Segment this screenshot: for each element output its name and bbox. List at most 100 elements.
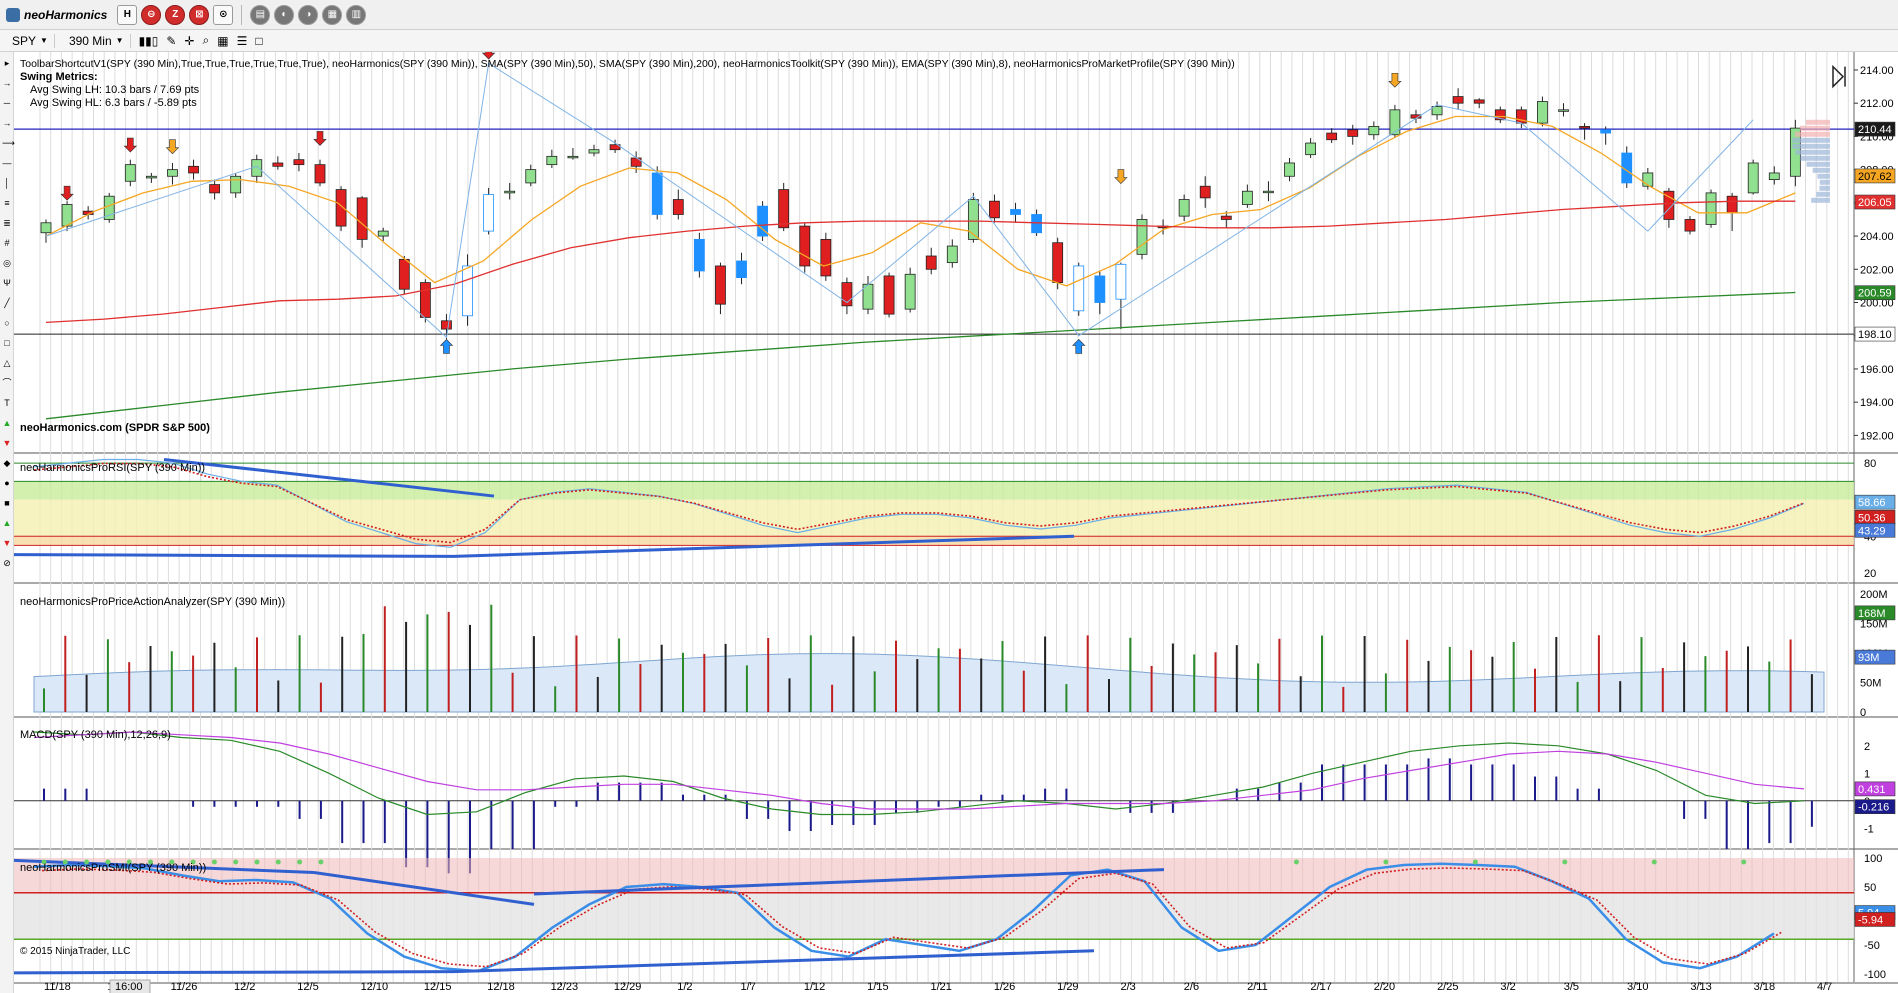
instrument-selector[interactable]: SPY ▼	[6, 33, 55, 48]
macd-signal-badge	[1854, 781, 1896, 797]
toggle-button[interactable]: ⊙	[213, 4, 234, 25]
magnify-icon[interactable]: ⌕	[202, 33, 210, 47]
horizontal-line-icon[interactable]: —	[2, 158, 12, 168]
fib-icon[interactable]: ≣	[3, 218, 11, 228]
interval-selector[interactable]: 390 Min ▼	[63, 33, 131, 48]
profile-button[interactable]: ◐	[274, 4, 295, 25]
candle-up	[1136, 219, 1148, 255]
candle-down	[672, 199, 684, 215]
candle-up	[1241, 190, 1253, 205]
candle-up	[946, 245, 958, 264]
close-drawings-button[interactable]: ⊠	[189, 4, 210, 25]
candle-down	[314, 164, 326, 184]
triangle-down-icon[interactable]: ▼	[2, 538, 12, 548]
chart-canvas[interactable]: 214.00212.00210.00208.00206.00204.00202.…	[14, 52, 1898, 993]
chevron-down-icon: ▼	[40, 36, 48, 45]
x-tick-label: 3/18	[1754, 981, 1775, 993]
y-tick-label: 214.00	[1860, 65, 1894, 77]
dot-icon[interactable]: ●	[4, 478, 10, 488]
zoom-button[interactable]: Z	[165, 4, 186, 25]
ellipse-icon[interactable]: ○	[4, 318, 10, 328]
market-profile-bar	[1812, 167, 1830, 173]
text-icon[interactable]: T	[4, 398, 10, 408]
candle-down	[1600, 129, 1612, 134]
diamond-icon[interactable]: ◆	[3, 458, 11, 468]
x-tick-label: 1/7	[741, 981, 756, 993]
market-profile-bar	[1792, 137, 1830, 143]
properties-icon[interactable]: ☰	[236, 33, 248, 48]
channel-icon[interactable]: ≡	[4, 198, 10, 208]
smi-dot-icon	[318, 859, 324, 865]
rsi-badge	[1854, 494, 1896, 510]
vertical-line-icon[interactable]: │	[4, 178, 10, 188]
candle-up	[145, 175, 157, 179]
candlestick-icon[interactable]: ▮▮▯	[138, 33, 159, 48]
y-tick-label: 200M	[1860, 589, 1888, 601]
hide-button[interactable]: H	[117, 4, 138, 25]
candle-up	[1705, 192, 1717, 225]
smi-dot-icon	[254, 859, 260, 865]
candle-up	[1537, 101, 1548, 124]
arc-icon[interactable]: ⌒	[2, 378, 12, 388]
arrow-up-icon[interactable]: ▲	[2, 418, 12, 428]
crosshair-icon[interactable]: ✛	[184, 33, 195, 48]
candle-up	[124, 164, 136, 182]
ray-icon[interactable]: →	[2, 118, 12, 128]
scan-button[interactable]: ▤	[250, 4, 271, 25]
x-tick-label: 1/21	[931, 981, 952, 993]
line-icon[interactable]: ─	[3, 98, 11, 108]
instrument-label: SPY	[12, 33, 37, 48]
triangle-up-icon[interactable]: ▲	[2, 518, 12, 528]
pencil-icon[interactable]: ✎	[166, 33, 177, 48]
market-profile-bar	[1795, 149, 1830, 155]
rsi-trendline	[453, 534, 1075, 558]
square-fill-icon[interactable]: ■	[4, 498, 10, 508]
smi-label: neoHarmonicsProSMI(SPY (390 Min))	[20, 862, 207, 874]
signal-arrow-down-icon	[165, 139, 180, 155]
smi-dot-icon	[126, 859, 132, 865]
swing-button[interactable]: ◑	[298, 4, 319, 25]
swing-metrics: Swing Metrics: Avg Swing LH: 10.3 bars /…	[20, 71, 199, 110]
candle-down	[841, 282, 853, 307]
candle-down	[630, 157, 642, 167]
arrow-icon[interactable]: →	[2, 78, 12, 88]
grid-button[interactable]: ▦	[322, 4, 343, 25]
macd-hist-badge	[1854, 799, 1896, 814]
candle-up	[1389, 109, 1401, 136]
arrow-down-icon[interactable]: ▼	[2, 438, 12, 448]
smi-dot-icon	[1383, 859, 1389, 865]
cursor-icon[interactable]: ▸	[4, 58, 10, 68]
ema-badge	[1854, 168, 1896, 184]
candle-down	[1220, 215, 1232, 220]
rectangle-icon[interactable]: □	[4, 338, 10, 348]
candle-down	[441, 320, 452, 330]
extended-line-icon[interactable]: ⟶	[2, 138, 15, 148]
smi-dot-icon	[211, 859, 217, 865]
candle-down	[651, 172, 663, 215]
regression-icon[interactable]: ╱	[4, 298, 10, 308]
x-tick-label: 2/6	[1184, 981, 1199, 993]
y-tick-label: 0	[1860, 707, 1866, 719]
y-tick-label: 196.00	[1860, 364, 1894, 376]
swing-zigzag	[45, 62, 1754, 339]
remove-button[interactable]: ⊖	[141, 4, 162, 25]
circle-icon[interactable]: ◎	[3, 258, 11, 268]
triangle-icon[interactable]: △	[3, 358, 11, 368]
square-icon[interactable]: □	[255, 33, 263, 48]
cursor-time-label: 16:00	[115, 981, 143, 993]
market-profile-bar	[1800, 155, 1830, 161]
market-profile-bar	[1811, 197, 1830, 203]
layout-button[interactable]: ▥	[346, 4, 367, 25]
candle-up	[1073, 265, 1085, 312]
candle-down	[925, 255, 937, 270]
grid-icon[interactable]: ▦	[217, 33, 229, 48]
drawing-toolbar: ▸ → ─ → ⟶ — │ ≡ ≣ # ◎ Ψ ╱ ○ □ △ ⌒ T ▲ ▼ …	[0, 52, 15, 993]
smi-dot-icon	[148, 859, 153, 865]
pitchfork-icon[interactable]: Ψ	[3, 278, 11, 288]
candle-down	[1031, 214, 1043, 234]
x-tick-label: 12/18	[487, 981, 515, 993]
remove-drawings-icon[interactable]: ⊘	[3, 558, 11, 568]
sma200-badge-text: 200.59	[1858, 288, 1892, 300]
gann-icon[interactable]: #	[4, 238, 10, 248]
x-tick-label: 12/10	[361, 981, 389, 993]
